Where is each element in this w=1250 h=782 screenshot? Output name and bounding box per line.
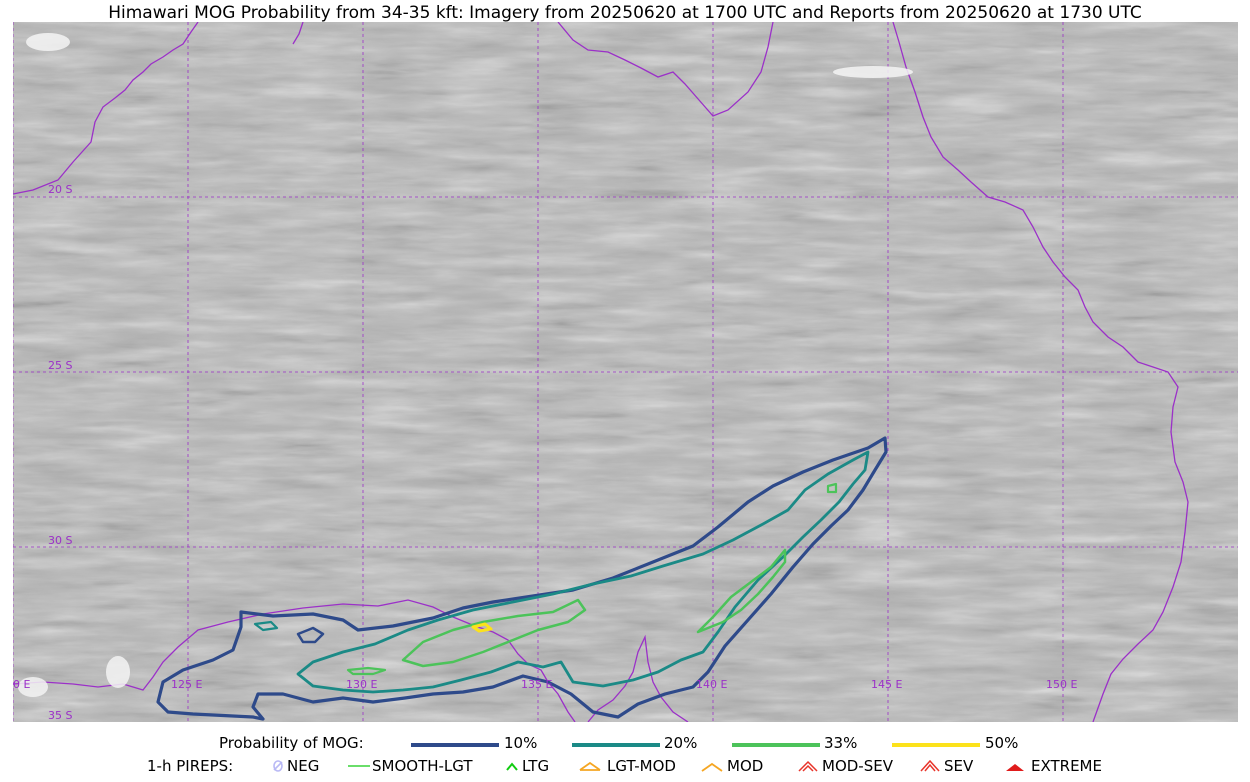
pirep-label-mod: MOD (727, 757, 764, 775)
mog-contours (156, 436, 888, 721)
neg-icon (273, 760, 283, 772)
coastline-south (13, 599, 576, 722)
pirep-label-smooth-lgt: SMOOTH-LGT (372, 757, 473, 775)
satellite-map[interactable]: 20 S 25 S 30 S 35 S 120 E 125 E 130 E 13… (13, 22, 1238, 722)
contour-20pct (296, 450, 870, 694)
legend-label-10pct: 10% (504, 734, 538, 752)
extreme-icon (1006, 764, 1024, 771)
sev-icon (920, 759, 940, 772)
probability-legend: Probability of MOG: 10% 20% 33% 50% (0, 734, 1250, 756)
pirep-label-mod-sev: MOD-SEV (822, 757, 893, 775)
pirep-label-ltg: LTG (522, 757, 550, 775)
legend-swatch-50pct (892, 743, 980, 747)
mod-sev-icon (798, 760, 818, 772)
contour-10pct-blob (296, 626, 325, 644)
legend-label-50pct: 50% (985, 734, 1019, 752)
contour-33pct-small (346, 666, 387, 676)
lon-labels: 120 E 125 E 130 E 135 E 140 E 145 E 150 … (13, 678, 1077, 691)
lat-label: 35 S (48, 709, 72, 722)
graticule (13, 22, 1238, 722)
legend-swatch-33pct (732, 743, 820, 747)
legend-label-33pct: 33% (824, 734, 858, 752)
contour-50pct (471, 622, 493, 633)
pirep-label-neg: NEG (287, 757, 320, 775)
lon-label: 145 E (871, 678, 902, 691)
pirep-label-sev: SEV (944, 757, 974, 775)
pireps-legend: 1-h PIREPS: NEG SMOOTH-LGT LTG LGT-MOD M… (0, 757, 1250, 779)
pirep-label-lgt-mod: LGT-MOD (607, 757, 676, 775)
lon-label: 140 E (696, 678, 727, 691)
coastline-top-end (292, 22, 304, 45)
ltg-icon (506, 762, 518, 771)
pireps-legend-label: 1-h PIREPS: (147, 757, 234, 775)
lon-label: 150 E (1046, 678, 1077, 691)
mod-icon (701, 762, 723, 772)
legend-label-20pct: 20% (664, 734, 698, 752)
smooth-lgt-icon (348, 765, 370, 767)
coastlines (13, 22, 1189, 722)
lon-label: 125 E (171, 678, 202, 691)
contour-33pct-east (696, 548, 787, 634)
lat-label: 20 S (48, 183, 72, 196)
lat-labels: 20 S 25 S 30 S 35 S (48, 183, 72, 722)
cloud-bright-patches (18, 33, 913, 697)
coastline-northwest (13, 22, 199, 195)
chart-title: Himawari MOG Probability from 34-35 kft:… (108, 3, 1142, 23)
contour-33pct-dot (826, 482, 838, 494)
lgt-mod-icon (579, 761, 601, 771)
coastline-gulf-west (557, 22, 774, 117)
lon-label: 130 E (346, 678, 377, 691)
lon-label: 120 E (13, 678, 30, 691)
coastline-spencer-gulf (587, 634, 689, 722)
contour-20pct-blob (253, 620, 279, 632)
lat-label: 25 S (48, 359, 72, 372)
lat-label: 30 S (48, 534, 72, 547)
probability-legend-label: Probability of MOG: (219, 734, 364, 752)
pirep-label-extreme: EXTREME (1031, 757, 1102, 775)
lon-label: 135 E (521, 678, 552, 691)
legend-swatch-20pct (572, 743, 660, 747)
contour-33pct (401, 598, 587, 668)
legend-swatch-10pct (411, 743, 499, 747)
coastline-east (892, 22, 1189, 722)
